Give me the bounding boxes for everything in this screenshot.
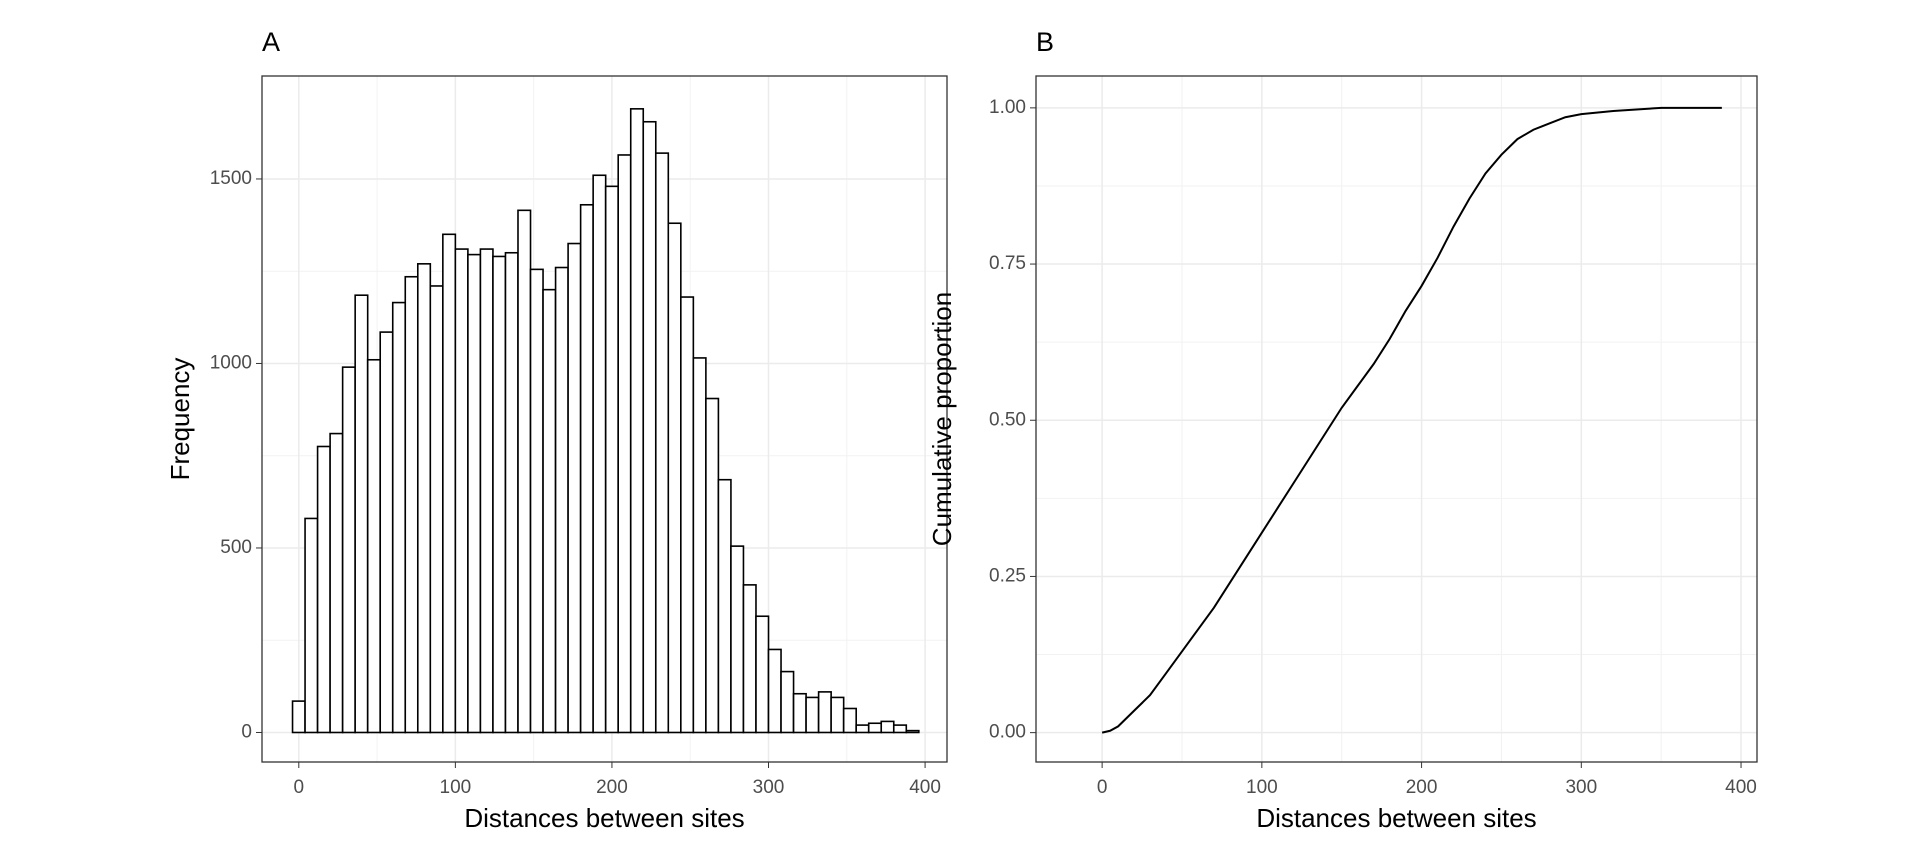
bar: [705, 397, 720, 734]
y-tick-label: 0.00: [989, 722, 1026, 743]
y-tick-label: 0.50: [989, 409, 1026, 430]
x-tick-label: 100: [440, 777, 472, 798]
bar: [542, 288, 557, 734]
bar: [629, 108, 645, 734]
panel-border: [261, 75, 948, 763]
bar: [366, 358, 382, 734]
line: [1101, 106, 1722, 734]
bar: [579, 203, 594, 734]
bar: [767, 648, 782, 734]
bar: [592, 174, 607, 734]
bar: [567, 242, 582, 734]
bar: [892, 724, 908, 734]
bar: [780, 670, 795, 734]
bar: [492, 255, 507, 734]
bar: [692, 357, 707, 734]
bar: [654, 152, 670, 734]
y-axis-label: Cumulative proportion: [927, 292, 957, 546]
bar: [504, 251, 519, 734]
bar: [442, 233, 457, 734]
x-tick-label: 0: [294, 777, 305, 798]
bar: [867, 722, 883, 734]
bar: [404, 275, 419, 734]
bar: [617, 154, 632, 734]
y-tick-label: 1500: [210, 168, 252, 189]
x-tick-label: 200: [596, 777, 628, 798]
bar: [830, 696, 845, 734]
x-tick-label: 300: [1565, 777, 1597, 798]
bar: [905, 729, 920, 734]
bar: [354, 294, 369, 734]
x-tick-label: 400: [1725, 777, 1757, 798]
bar: [880, 720, 895, 734]
bar: [341, 366, 356, 734]
y-tick-label: 0: [241, 721, 252, 742]
bar: [842, 707, 857, 734]
bar: [792, 692, 807, 734]
y-axis-label: Frequency: [165, 358, 195, 481]
bar: [329, 432, 344, 734]
bar: [379, 331, 394, 734]
x-tick-label: 200: [1406, 777, 1438, 798]
bar: [730, 545, 745, 734]
bar: [391, 301, 407, 734]
bar: [304, 517, 319, 734]
bar: [817, 691, 832, 734]
y-tick-label: 0.25: [989, 565, 1026, 586]
y-tick-label: 500: [220, 537, 252, 558]
bar: [742, 584, 757, 734]
panel-border: [1035, 75, 1758, 763]
bar: [429, 285, 444, 734]
bar: [855, 724, 870, 734]
bar: [479, 248, 494, 734]
x-tick-label: 400: [909, 777, 941, 798]
bar: [667, 222, 682, 734]
bar: [642, 120, 657, 734]
x-tick-label: 300: [753, 777, 785, 798]
x-axis-label: Distances between sites: [1256, 803, 1536, 833]
bar: [554, 266, 569, 734]
bar: [805, 696, 820, 734]
bar: [604, 185, 619, 734]
bar: [755, 615, 770, 734]
x-tick-label: 100: [1246, 777, 1278, 798]
x-axis-label: Distances between sites: [464, 803, 744, 833]
panel-title: B: [1036, 27, 1054, 57]
bar: [529, 268, 544, 734]
panel-title: A: [262, 27, 280, 57]
bar: [316, 445, 331, 734]
y-tick-label: 1.00: [989, 97, 1026, 118]
bar: [680, 296, 695, 734]
bar: [467, 253, 482, 734]
bar: [416, 263, 432, 734]
bar: [291, 700, 306, 734]
bar: [517, 209, 532, 734]
bar: [454, 248, 469, 734]
bar: [717, 478, 732, 734]
x-tick-label: 0: [1097, 777, 1108, 798]
y-tick-label: 0.75: [989, 253, 1026, 274]
y-tick-label: 1000: [210, 352, 252, 373]
